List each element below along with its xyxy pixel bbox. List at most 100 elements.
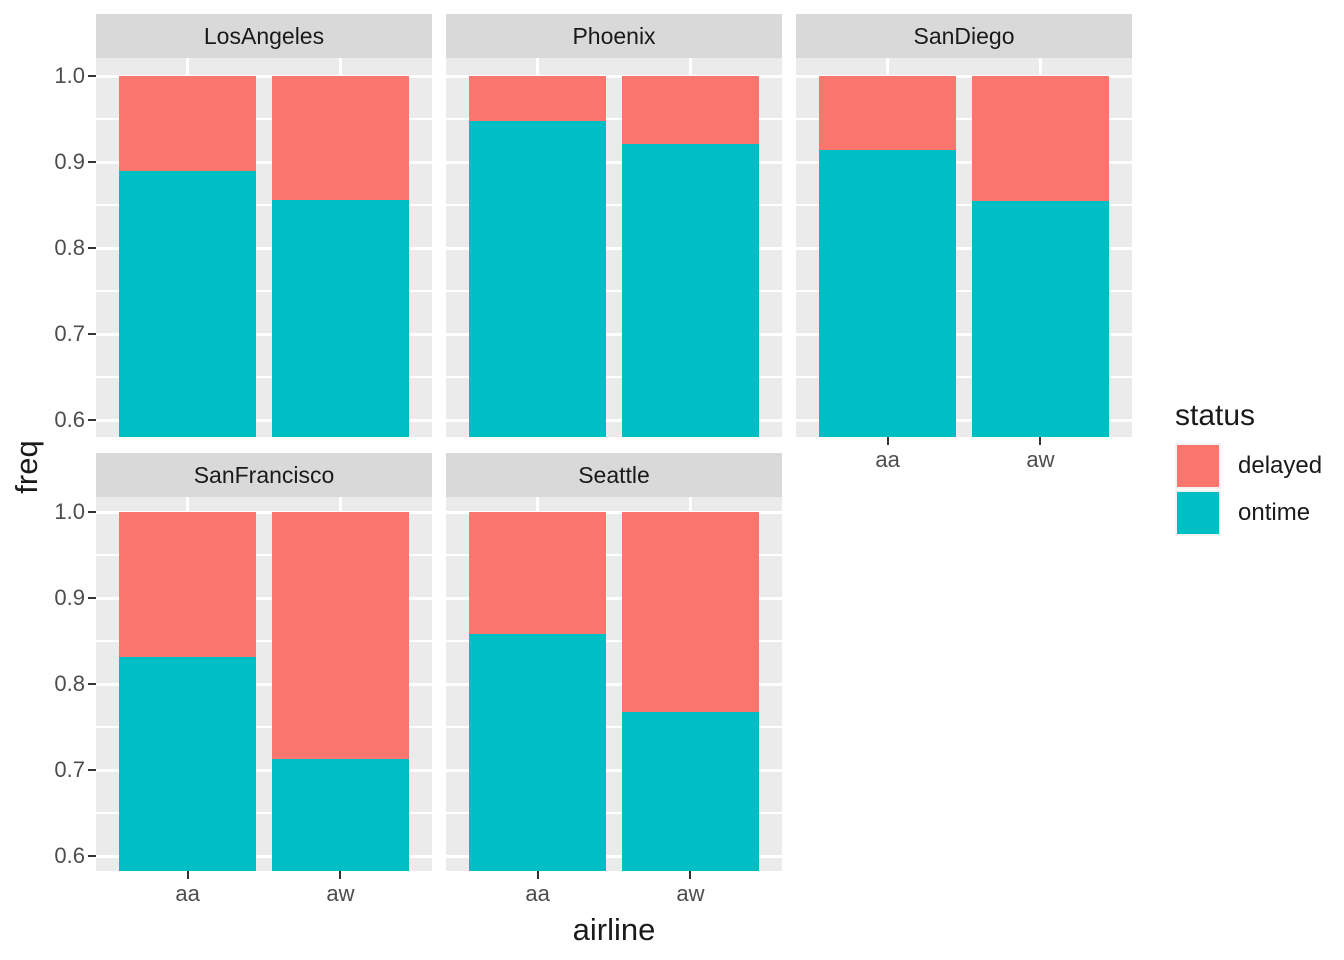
bar-sandiego-aa-delayed xyxy=(819,76,956,150)
gridline-minor xyxy=(796,118,1132,120)
gridline-minor xyxy=(446,118,782,120)
y-tick-mark xyxy=(88,419,96,421)
legend-key-delayed xyxy=(1175,443,1221,489)
y-tick-mark xyxy=(88,75,96,77)
gridline-major xyxy=(96,596,432,600)
bar-sanfrancisco-aw-delayed xyxy=(272,512,409,759)
gridline-minor xyxy=(96,640,432,642)
bar-seattle-aa-delayed xyxy=(469,512,606,635)
gridline-major xyxy=(796,332,1132,336)
legend-label-delayed: delayed xyxy=(1238,452,1323,479)
facet-strip-losangeles: LosAngeles xyxy=(96,14,432,58)
gridline-minor xyxy=(96,118,432,120)
gridline-major xyxy=(96,332,432,336)
gridline-major xyxy=(96,768,432,772)
facet-strip-label: Phoenix xyxy=(572,22,656,49)
gridline-major xyxy=(96,418,432,422)
bar-phoenix-aa-ontime xyxy=(469,120,606,437)
x-tick-label-aw: aw xyxy=(1026,447,1055,472)
gridline-major xyxy=(446,332,782,336)
bar-sanfrancisco-aw-ontime xyxy=(272,758,409,871)
gridline-minor xyxy=(96,726,432,728)
y-tick-mark xyxy=(88,247,96,249)
facet-panel-phoenix xyxy=(446,58,782,437)
gridline-major xyxy=(796,418,1132,422)
x-tick-mark xyxy=(339,871,342,879)
gridline-major xyxy=(446,74,782,78)
gridline-major xyxy=(796,160,1132,164)
facet-strip-label: LosAngeles xyxy=(203,22,325,49)
y-tick-label: 0.6 xyxy=(54,407,85,432)
y-tick-label: 0.6 xyxy=(54,843,85,868)
y-tick-label: 0.8 xyxy=(54,671,85,696)
gridline-minor xyxy=(446,376,782,378)
y-tick-label: 0.7 xyxy=(54,321,85,346)
y-tick-label: 0.9 xyxy=(54,149,85,174)
bar-losangeles-aa-ontime xyxy=(119,171,256,437)
gridline-major xyxy=(446,246,782,250)
legend-swatch-delayed-icon xyxy=(1177,445,1219,487)
y-tick-mark xyxy=(88,683,96,685)
gridline-major xyxy=(446,768,782,772)
legend-title: status xyxy=(1175,399,1256,432)
gridline-minor xyxy=(446,726,782,728)
bar-seattle-aw-ontime xyxy=(622,712,759,871)
gridline-major xyxy=(796,246,1132,250)
gridline-minor xyxy=(446,554,782,556)
gridline-major xyxy=(446,160,782,164)
y-tick-mark xyxy=(88,333,96,335)
x-tick-label-aw: aw xyxy=(326,881,355,906)
y-tick-label: 1.0 xyxy=(54,63,85,88)
gridline-major xyxy=(96,74,432,78)
bar-seattle-aw-delayed xyxy=(622,512,759,713)
gridline-major xyxy=(446,596,782,600)
gridline-major xyxy=(446,682,782,686)
legend-swatch-ontime-icon xyxy=(1177,492,1219,534)
bar-sandiego-aa-ontime xyxy=(819,149,956,437)
x-tick-label-aa: aa xyxy=(175,881,200,906)
x-tick-label-aa: aa xyxy=(875,447,900,472)
bar-sandiego-aw-delayed xyxy=(972,76,1109,201)
facet-panel-sandiego xyxy=(796,58,1132,437)
bar-sanfrancisco-aa-delayed xyxy=(119,512,256,658)
y-tick-label: 0.8 xyxy=(54,235,85,260)
bar-sanfrancisco-aa-ontime xyxy=(119,657,256,871)
gridline-major xyxy=(96,682,432,686)
gridline-minor xyxy=(96,812,432,814)
gridline-minor xyxy=(446,640,782,642)
bar-sandiego-aw-ontime xyxy=(972,200,1109,437)
y-tick-label: 1.0 xyxy=(54,499,85,524)
gridline-minor xyxy=(96,554,432,556)
y-tick-mark xyxy=(88,769,96,771)
gridline-minor xyxy=(796,204,1132,206)
facet-strip-seattle: Seattle xyxy=(446,453,782,497)
gridline-major xyxy=(96,510,432,514)
bar-phoenix-aw-delayed xyxy=(622,76,759,144)
legend-label-ontime: ontime xyxy=(1238,499,1311,526)
gridline-major xyxy=(96,160,432,164)
gridline-major xyxy=(96,246,432,250)
bar-phoenix-aa-delayed xyxy=(469,76,606,121)
y-tick-mark xyxy=(88,511,96,513)
bar-losangeles-aw-ontime xyxy=(272,199,409,437)
x-tick-mark xyxy=(186,871,189,879)
facet-strip-label: Seattle xyxy=(578,461,650,488)
y-tick-mark xyxy=(88,597,96,599)
gridline-minor xyxy=(796,376,1132,378)
gridline-minor xyxy=(96,376,432,378)
facet-panel-sanfrancisco xyxy=(96,497,432,871)
x-tick-mark xyxy=(689,871,692,879)
facet-strip-sanfrancisco: SanFrancisco xyxy=(96,453,432,497)
x-tick-label-aa: aa xyxy=(525,881,550,906)
y-tick-label: 0.7 xyxy=(54,757,85,782)
y-axis-title: freq xyxy=(9,440,44,494)
y-tick-mark xyxy=(88,161,96,163)
bar-phoenix-aw-ontime xyxy=(622,143,759,437)
x-axis-title: airline xyxy=(572,912,656,947)
facet-strip-phoenix: Phoenix xyxy=(446,14,782,58)
bar-losangeles-aa-delayed xyxy=(119,76,256,172)
x-tick-mark xyxy=(886,437,889,445)
x-tick-label-aw: aw xyxy=(676,881,705,906)
legend-key-ontime xyxy=(1175,490,1221,536)
